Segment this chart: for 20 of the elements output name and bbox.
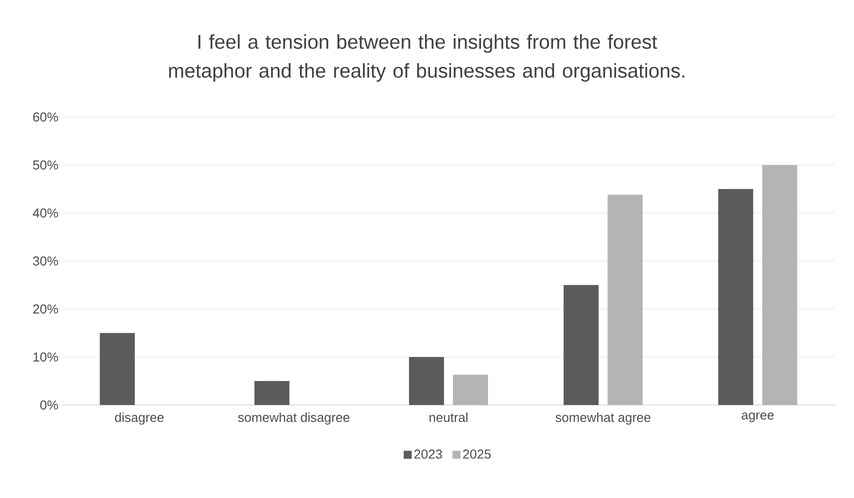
x-tick-label: somewhat agree (556, 412, 650, 425)
y-tick-label: 20% (33, 304, 58, 314)
bar (409, 357, 444, 405)
bar (718, 189, 754, 405)
bar (564, 285, 599, 405)
y-tick-label: 40% (32, 208, 58, 218)
y-tick-label: 50% (33, 160, 58, 170)
x-tick-label: disagree (115, 412, 164, 425)
chart-title: I feel a tension between the insights from the forest metaphor and the reality of businesses and organisations. (169, 34, 684, 82)
x-tick-label: agree (742, 412, 774, 422)
y-tick-label: 0% (40, 400, 58, 410)
y-tick-label: 60% (33, 112, 58, 122)
x-tick-label: somewhat disagree (238, 412, 350, 425)
bar (254, 381, 290, 405)
y-tick-label: 10% (34, 352, 58, 362)
x-tick-label: neutral (430, 412, 468, 422)
y-tick-label: 30% (33, 256, 58, 266)
bar (100, 333, 135, 405)
legend-label: 2025 (463, 450, 491, 459)
legend-label: 2023 (414, 450, 442, 459)
